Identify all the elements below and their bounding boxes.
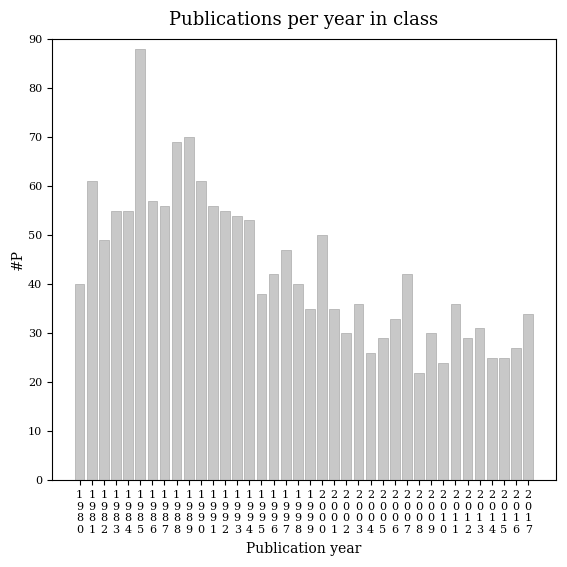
Bar	[390, 319, 400, 480]
Bar	[75, 284, 84, 480]
Bar	[305, 309, 315, 480]
Bar	[244, 221, 254, 480]
Bar	[147, 201, 157, 480]
Bar	[87, 181, 96, 480]
Bar	[136, 49, 145, 480]
Bar	[269, 274, 278, 480]
Bar	[487, 358, 497, 480]
Bar	[111, 211, 121, 480]
Bar	[329, 309, 339, 480]
Bar	[99, 240, 109, 480]
Bar	[414, 373, 424, 480]
Bar	[232, 215, 242, 480]
Bar	[366, 353, 375, 480]
Bar	[523, 314, 533, 480]
Bar	[438, 363, 448, 480]
Bar	[123, 211, 133, 480]
Bar	[317, 235, 327, 480]
Bar	[426, 333, 436, 480]
Bar	[354, 304, 363, 480]
Bar	[293, 284, 303, 480]
Bar	[511, 348, 521, 480]
Bar	[281, 250, 290, 480]
Bar	[208, 206, 218, 480]
Bar	[475, 328, 484, 480]
Y-axis label: #P: #P	[11, 249, 25, 270]
Bar	[451, 304, 460, 480]
Bar	[184, 137, 193, 480]
Bar	[341, 333, 351, 480]
Bar	[220, 211, 230, 480]
Title: Publications per year in class: Publications per year in class	[170, 11, 438, 29]
Bar	[402, 274, 412, 480]
Bar	[463, 338, 472, 480]
Bar	[499, 358, 509, 480]
Bar	[257, 294, 266, 480]
X-axis label: Publication year: Publication year	[246, 542, 362, 556]
Bar	[196, 181, 206, 480]
Bar	[160, 206, 170, 480]
Bar	[172, 142, 181, 480]
Bar	[378, 338, 387, 480]
